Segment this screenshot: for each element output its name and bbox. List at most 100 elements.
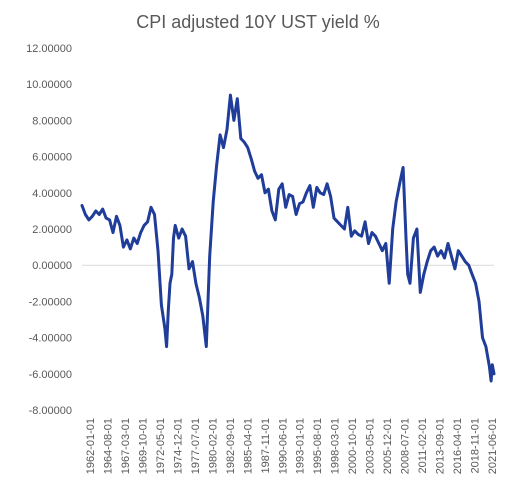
data-point xyxy=(401,166,405,169)
plot-area xyxy=(80,93,496,383)
data-point xyxy=(477,300,481,303)
x-tick-label: 1990-06-01 xyxy=(277,418,289,474)
data-point xyxy=(426,260,429,263)
data-point xyxy=(167,309,170,312)
data-point xyxy=(298,202,301,205)
data-point xyxy=(142,224,146,227)
data-point xyxy=(412,236,415,240)
data-point xyxy=(353,229,356,232)
data-point xyxy=(201,314,204,318)
data-point xyxy=(205,345,208,348)
data-point xyxy=(388,282,391,285)
data-point xyxy=(270,209,274,213)
data-point xyxy=(184,235,187,238)
data-point xyxy=(350,235,353,238)
x-tick-label: 1977-07-01 xyxy=(190,418,202,474)
data-point xyxy=(267,188,270,191)
data-point xyxy=(218,133,222,137)
series-line xyxy=(80,93,496,383)
data-point xyxy=(212,200,215,204)
data-point xyxy=(122,245,125,249)
data-point xyxy=(464,260,467,263)
data-point xyxy=(229,93,232,97)
data-point xyxy=(433,245,436,249)
data-point xyxy=(408,282,412,285)
data-point xyxy=(125,238,129,242)
data-point xyxy=(315,186,318,189)
data-point xyxy=(305,191,308,194)
x-tick-label: 1987-11-01 xyxy=(260,418,272,473)
data-point xyxy=(239,137,242,140)
data-point xyxy=(291,195,294,198)
y-tick-label: -4.00000 xyxy=(29,333,72,345)
data-point xyxy=(111,231,115,234)
data-point xyxy=(260,173,263,176)
x-tick-label: 1995-08-01 xyxy=(312,418,324,474)
data-point xyxy=(287,193,291,196)
data-point xyxy=(163,327,167,330)
x-tick-label: 1993-01-01 xyxy=(295,418,307,474)
data-point xyxy=(215,164,218,167)
data-point xyxy=(194,282,198,285)
data-point xyxy=(308,184,312,187)
data-point xyxy=(172,236,175,240)
data-point xyxy=(470,273,474,276)
x-tick-label: 1969-10-01 xyxy=(137,418,149,474)
x-tick-label: 2021-06-01 xyxy=(487,418,499,474)
data-point xyxy=(222,146,225,149)
data-point xyxy=(492,372,496,375)
x-tick-label: 2016-04-01 xyxy=(452,418,464,474)
data-point xyxy=(491,363,494,366)
y-tick-label: 4.00000 xyxy=(32,188,72,200)
data-point xyxy=(160,303,163,307)
data-point xyxy=(481,336,484,339)
data-point xyxy=(301,200,305,204)
y-tick-label: 8.00000 xyxy=(32,115,72,127)
data-point xyxy=(187,267,191,270)
data-point xyxy=(108,218,111,222)
data-point xyxy=(118,224,122,227)
data-point xyxy=(177,236,180,240)
data-point xyxy=(374,235,377,238)
data-point xyxy=(174,224,177,227)
y-tick-label: 2.00000 xyxy=(32,224,72,236)
data-point xyxy=(460,254,463,258)
x-tick-label: 1972-05-01 xyxy=(155,418,167,474)
data-point xyxy=(294,213,298,216)
data-point xyxy=(208,254,211,258)
data-point xyxy=(404,236,408,240)
x-tick-label: 2011-02-01 xyxy=(417,418,429,473)
x-axis: 1962-01-01 1964-08-01 1967-03-01 1969-10-01… xyxy=(82,264,499,474)
y-tick-label: 12.00000 xyxy=(26,43,72,55)
data-point xyxy=(274,218,277,222)
data-point xyxy=(94,209,98,213)
data-point xyxy=(98,213,101,216)
y-tick-label: -2.00000 xyxy=(29,296,72,308)
data-point xyxy=(363,220,367,223)
data-point xyxy=(406,273,409,276)
x-tick-label: 1964-08-01 xyxy=(102,418,114,474)
data-point xyxy=(136,242,139,245)
data-point xyxy=(87,218,91,222)
data-point xyxy=(439,249,443,252)
data-point xyxy=(256,177,260,180)
x-tick-label: 1985-04-01 xyxy=(242,418,254,474)
data-point xyxy=(253,169,256,173)
data-point xyxy=(225,128,229,131)
data-point xyxy=(132,236,135,240)
x-tick-label: 1982-09-01 xyxy=(225,418,237,474)
x-tick-label: 1980-02-01 xyxy=(207,418,219,474)
x-tick-label: 1962-01-01 xyxy=(85,418,97,474)
data-point xyxy=(146,220,149,223)
data-point xyxy=(156,249,160,252)
data-point xyxy=(165,345,168,348)
data-point xyxy=(153,213,156,216)
data-point xyxy=(80,204,84,207)
data-point xyxy=(367,242,370,245)
y-axis: 12.00000 10.00000 8.00000 6.00000 4.00000 2.0… xyxy=(26,43,72,417)
data-point xyxy=(391,227,394,231)
data-point xyxy=(168,282,172,285)
data-point xyxy=(129,247,132,251)
data-point xyxy=(332,216,336,220)
